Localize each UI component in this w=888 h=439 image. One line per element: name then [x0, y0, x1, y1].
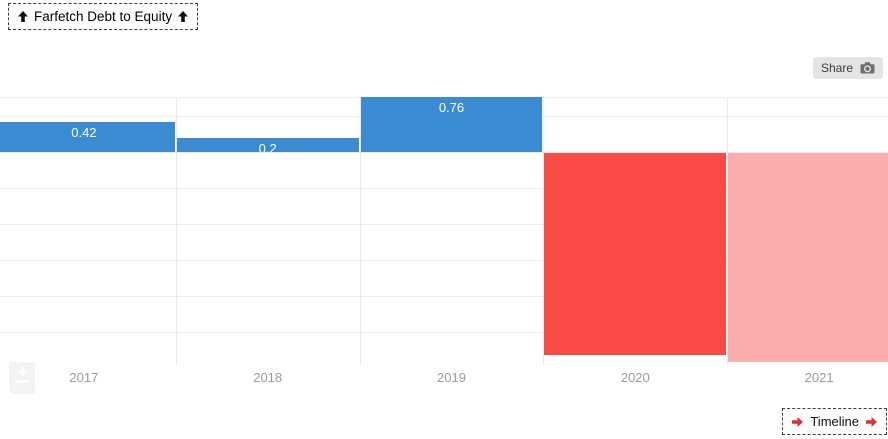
gridline-horizontal [0, 224, 888, 225]
x-axis-label-2018: 2018 [253, 370, 283, 385]
bar-2020[interactable] [544, 153, 727, 355]
x-axis-label-2017: 2017 [69, 370, 99, 385]
download-button[interactable] [9, 362, 35, 394]
gridline-horizontal [0, 296, 888, 297]
timeline-control[interactable]: Timeline [782, 408, 887, 435]
up-arrow-icon [178, 11, 189, 22]
x-axis-label-2020: 2020 [620, 370, 650, 385]
gridline-horizontal [0, 152, 888, 153]
gridline-vertical [176, 97, 177, 365]
gridline-vertical [727, 97, 728, 365]
bar-value-label: 0.2 [258, 140, 277, 152]
chart-title: Farfetch Debt to Equity [34, 9, 173, 24]
timeline-label: Timeline [810, 414, 859, 429]
bar-2019[interactable]: 0.76 [360, 97, 543, 152]
gridline-horizontal [0, 332, 888, 333]
gridline-horizontal [0, 260, 888, 261]
bar-value-label: 0.42 [71, 124, 97, 140]
gridline-horizontal [0, 188, 888, 189]
right-arrow-icon [792, 416, 804, 427]
download-tray [15, 380, 29, 383]
share-button[interactable]: Share [812, 57, 883, 79]
download-arrow-icon [17, 367, 27, 377]
plot-area: 0.42 0.2 0.76 [0, 97, 888, 365]
bar-value-label: 0.76 [438, 100, 465, 116]
x-axis-label-2021: 2021 [804, 370, 834, 385]
gridline-vertical [543, 97, 544, 365]
bar-2018[interactable]: 0.2 [176, 137, 359, 152]
bar-2021[interactable] [728, 153, 888, 362]
chart-title-box[interactable]: Farfetch Debt to Equity [8, 3, 199, 30]
bar-2017[interactable]: 0.42 [0, 121, 175, 152]
up-arrow-icon [18, 11, 28, 22]
x-axis-label-2019: 2019 [437, 370, 466, 385]
right-arrow-icon [866, 416, 877, 427]
camera-icon [860, 62, 875, 74]
share-label: Share [820, 61, 853, 75]
gridline-vertical [360, 97, 361, 365]
